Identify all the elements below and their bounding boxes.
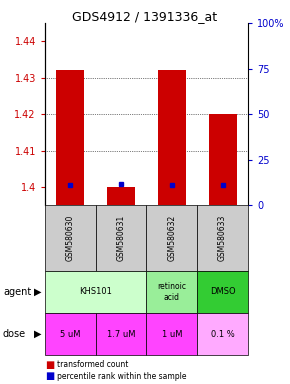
- Text: agent: agent: [3, 287, 31, 297]
- Text: ▶: ▶: [34, 329, 41, 339]
- Bar: [146, 313, 197, 355]
- Text: 5 uM: 5 uM: [60, 329, 81, 339]
- Text: GSM580630: GSM580630: [66, 215, 75, 261]
- Text: transformed count: transformed count: [57, 360, 128, 369]
- Text: ■: ■: [45, 360, 54, 370]
- Bar: [56, 71, 84, 205]
- Text: ■: ■: [45, 371, 54, 381]
- Bar: [45, 205, 96, 271]
- Text: GSM580631: GSM580631: [117, 215, 126, 261]
- Bar: [96, 313, 146, 355]
- Bar: [158, 71, 186, 205]
- Text: DMSO: DMSO: [210, 287, 235, 296]
- Text: 1.7 uM: 1.7 uM: [107, 329, 135, 339]
- Text: dose: dose: [3, 329, 26, 339]
- Bar: [146, 271, 197, 313]
- Text: ▶: ▶: [34, 287, 41, 297]
- Text: percentile rank within the sample: percentile rank within the sample: [57, 372, 186, 381]
- Text: KHS101: KHS101: [79, 287, 112, 296]
- Text: GSM580632: GSM580632: [167, 215, 176, 261]
- Bar: [146, 205, 197, 271]
- Text: 1 uM: 1 uM: [162, 329, 182, 339]
- Text: GSM580633: GSM580633: [218, 215, 227, 261]
- Bar: [197, 271, 248, 313]
- Bar: [45, 271, 146, 313]
- Text: retinoic
acid: retinoic acid: [157, 282, 186, 301]
- Bar: [209, 114, 237, 205]
- Bar: [45, 313, 96, 355]
- Text: GDS4912 / 1391336_at: GDS4912 / 1391336_at: [72, 10, 218, 23]
- Bar: [107, 187, 135, 205]
- Text: 0.1 %: 0.1 %: [211, 329, 234, 339]
- Bar: [96, 205, 146, 271]
- Bar: [197, 205, 248, 271]
- Bar: [197, 313, 248, 355]
